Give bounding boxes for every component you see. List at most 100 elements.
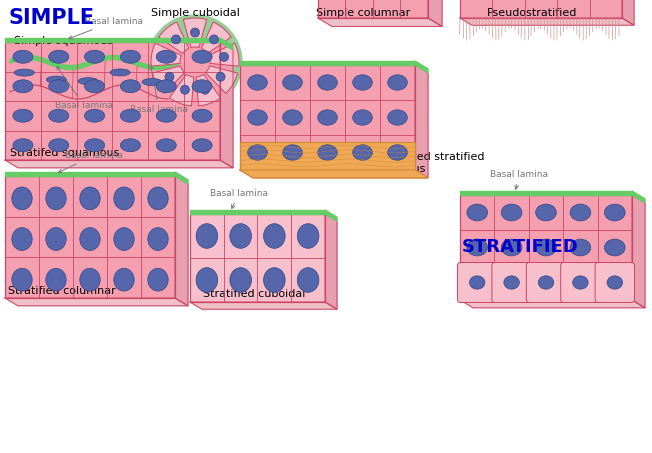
Ellipse shape [192, 80, 212, 93]
Ellipse shape [501, 204, 522, 221]
Polygon shape [325, 214, 337, 309]
Ellipse shape [192, 139, 212, 152]
Ellipse shape [192, 50, 212, 63]
Ellipse shape [85, 50, 104, 63]
Ellipse shape [78, 77, 98, 85]
Ellipse shape [110, 69, 130, 76]
Bar [5, 176, 175, 298]
Ellipse shape [604, 274, 625, 291]
Bar [240, 142, 415, 170]
Text: Basal lamina: Basal lamina [68, 17, 143, 39]
Text: Basal lamina: Basal lamina [59, 151, 123, 173]
Ellipse shape [171, 35, 181, 44]
Ellipse shape [114, 268, 134, 291]
Ellipse shape [12, 228, 32, 251]
Ellipse shape [165, 72, 174, 81]
Ellipse shape [46, 268, 67, 291]
Ellipse shape [318, 110, 337, 125]
Circle shape [188, 55, 202, 69]
Ellipse shape [318, 145, 337, 160]
Bar [460, 195, 632, 300]
Ellipse shape [209, 35, 218, 44]
Ellipse shape [13, 50, 33, 63]
Ellipse shape [85, 139, 104, 152]
Ellipse shape [156, 50, 176, 63]
Ellipse shape [248, 145, 267, 160]
Ellipse shape [263, 268, 285, 292]
Ellipse shape [230, 224, 252, 248]
Ellipse shape [504, 276, 520, 289]
Ellipse shape [196, 224, 218, 248]
Ellipse shape [46, 228, 67, 251]
Polygon shape [153, 66, 185, 93]
Polygon shape [460, 18, 634, 25]
Polygon shape [220, 42, 233, 168]
Ellipse shape [148, 268, 168, 291]
Ellipse shape [148, 187, 168, 210]
Ellipse shape [539, 276, 554, 289]
Bar [190, 210, 325, 214]
Ellipse shape [201, 85, 209, 94]
Polygon shape [325, 210, 337, 221]
Ellipse shape [121, 80, 140, 93]
Bar [5, 42, 220, 160]
Ellipse shape [49, 109, 68, 122]
Ellipse shape [49, 50, 68, 63]
FancyBboxPatch shape [492, 262, 531, 303]
Text: Stratified cuboidal: Stratified cuboidal [203, 289, 305, 299]
Ellipse shape [607, 276, 623, 289]
Polygon shape [428, 0, 442, 26]
Text: Simple columnar: Simple columnar [316, 8, 410, 18]
Ellipse shape [283, 110, 303, 125]
Polygon shape [183, 18, 207, 48]
Bar [240, 61, 415, 65]
Ellipse shape [501, 239, 522, 256]
Ellipse shape [121, 139, 140, 152]
Ellipse shape [353, 75, 372, 90]
Ellipse shape [46, 76, 67, 83]
Ellipse shape [156, 139, 176, 152]
Polygon shape [159, 22, 189, 53]
Polygon shape [170, 74, 194, 106]
Text: Transitional: Transitional [515, 287, 579, 297]
Ellipse shape [121, 109, 140, 122]
Ellipse shape [469, 276, 485, 289]
Text: Simple cuboidal: Simple cuboidal [151, 8, 239, 18]
Bar [190, 214, 325, 302]
Ellipse shape [12, 268, 32, 291]
Polygon shape [190, 302, 337, 309]
Polygon shape [175, 176, 188, 306]
Ellipse shape [230, 268, 252, 292]
Ellipse shape [604, 204, 625, 221]
Text: Basal lamina: Basal lamina [0, 452, 1, 453]
Ellipse shape [190, 28, 200, 37]
Ellipse shape [12, 187, 32, 210]
Ellipse shape [353, 145, 372, 160]
Ellipse shape [156, 80, 176, 93]
Ellipse shape [388, 75, 408, 90]
Ellipse shape [114, 228, 134, 251]
Ellipse shape [570, 204, 591, 221]
Ellipse shape [353, 110, 372, 125]
Ellipse shape [121, 50, 140, 63]
Bar [460, 0, 622, 18]
Ellipse shape [283, 145, 303, 160]
Ellipse shape [192, 109, 212, 122]
Ellipse shape [148, 228, 168, 251]
Polygon shape [10, 59, 168, 99]
Ellipse shape [536, 204, 556, 221]
Text: SIMPLE: SIMPLE [8, 8, 94, 28]
FancyBboxPatch shape [526, 262, 566, 303]
Polygon shape [415, 61, 428, 73]
Ellipse shape [570, 239, 591, 256]
Ellipse shape [248, 110, 267, 125]
Polygon shape [196, 74, 220, 106]
Polygon shape [622, 0, 634, 25]
Text: Stratifed squamous: Stratifed squamous [10, 148, 119, 158]
Ellipse shape [248, 75, 267, 90]
Polygon shape [175, 172, 188, 184]
Ellipse shape [46, 187, 67, 210]
Text: Pseudostratified: Pseudostratified [487, 8, 577, 18]
Polygon shape [201, 22, 231, 53]
Ellipse shape [196, 268, 218, 292]
